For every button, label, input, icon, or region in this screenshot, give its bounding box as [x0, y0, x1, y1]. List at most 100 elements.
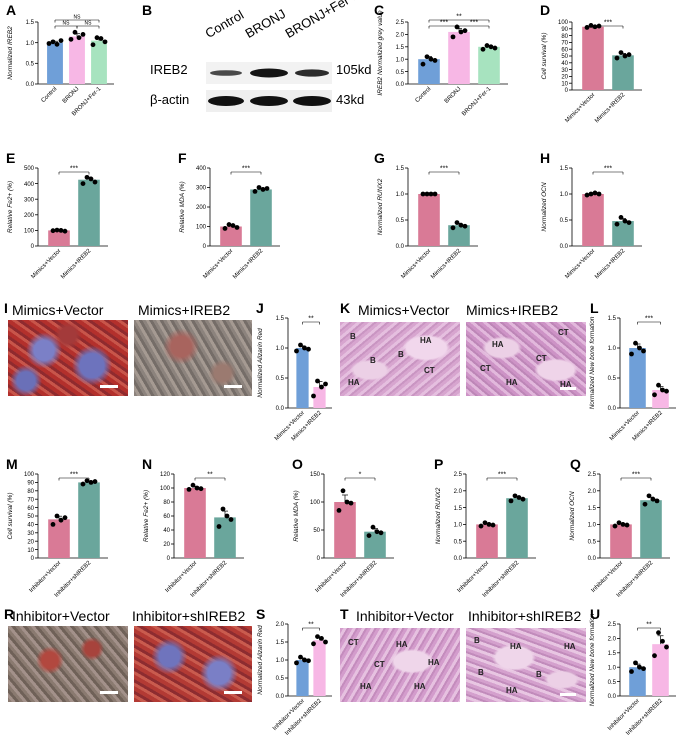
scale-bar	[224, 385, 242, 388]
y-tick-label: 0.0	[608, 406, 617, 412]
data-point	[62, 515, 68, 521]
y-tick-label: 2.5	[454, 472, 463, 478]
y-axis-label: Cell survival (%)	[541, 33, 548, 80]
bar	[448, 225, 470, 246]
x-tick-label: Mimics+Vector	[30, 248, 62, 280]
significance-label: ***	[498, 472, 506, 479]
bar	[69, 36, 85, 84]
photo-title: Mimics+Vector	[12, 302, 104, 318]
y-tick-label: 0.5	[588, 539, 597, 545]
he-image-mimics-vector: B B HA B CT HA	[340, 322, 460, 396]
y-tick-label: 80	[163, 500, 170, 506]
y-tick-label: 2.5	[588, 472, 597, 478]
y-axis-label: Normalized IREB2	[7, 26, 14, 80]
bar	[448, 31, 470, 85]
data-point	[664, 388, 669, 394]
significance-label: NS	[63, 21, 71, 27]
y-tick-label: 1.0	[396, 57, 405, 63]
he-image-inhibitor-vector: CT HA CT HA HA HA	[340, 628, 460, 702]
data-point	[298, 654, 303, 660]
data-point	[652, 653, 657, 659]
data-point	[614, 221, 620, 227]
tissue-label: B	[536, 670, 542, 679]
panel-label-m: M	[6, 456, 18, 472]
y-tick-label: 400	[24, 182, 35, 188]
scale-bar	[100, 691, 118, 694]
y-axis-label: Normalized OCN	[569, 491, 576, 540]
blot-protein-label: IREB2	[150, 62, 188, 77]
data-point	[424, 191, 430, 197]
y-tick-label: 1.0	[454, 523, 463, 529]
y-tick-label: 2.0	[454, 489, 463, 495]
data-point	[50, 522, 56, 527]
y-tick-label: 1.5	[454, 506, 463, 512]
data-point	[642, 501, 648, 507]
tissue-label: HA	[360, 682, 372, 691]
y-tick-label: 10	[27, 548, 34, 554]
data-point	[660, 387, 665, 393]
data-point	[315, 634, 320, 639]
data-point	[92, 179, 98, 185]
data-point	[641, 348, 646, 354]
x-tick-label: Mimics+Vector	[274, 410, 306, 442]
chart-p: Normalized RUNX2 0.0 0.5 1.0 1.5 2.0 2.5 Inhibi…	[435, 472, 536, 599]
tissue-label: HA	[506, 686, 518, 695]
tissue-label: HA	[396, 640, 408, 649]
data-point	[94, 35, 100, 41]
data-point	[190, 482, 196, 488]
western-blot: Control BRONJ BRONJ+Fer-1 IREB2 β-actin …	[150, 0, 372, 118]
data-point	[88, 176, 94, 182]
data-point	[650, 496, 656, 502]
y-tick-label: 20	[163, 542, 170, 548]
data-point	[626, 52, 632, 58]
significance-label: ***	[470, 20, 478, 27]
scale-bar	[100, 385, 118, 388]
bar	[612, 221, 634, 246]
bar	[629, 348, 646, 408]
y-tick-label: 2.0	[608, 637, 617, 643]
y-tick-label: 0.5	[26, 62, 35, 68]
panel-label-c: C	[374, 2, 385, 18]
y-tick-label: 1.5	[276, 316, 285, 322]
y-tick-label: 200	[196, 205, 207, 211]
panel-label-q: Q	[570, 456, 581, 472]
data-point	[660, 638, 665, 644]
data-point	[260, 187, 266, 192]
bar	[334, 502, 356, 558]
data-point	[596, 191, 602, 197]
y-tick-label: 0.5	[396, 70, 405, 76]
photo-title: Inhibitor+shIREB2	[468, 608, 582, 624]
chart-f: Relative MDA (%) 0 100 200 300 400 Mimics+Vect…	[179, 166, 280, 280]
x-tick-label: Mimics+Vector	[400, 248, 432, 280]
y-tick-label: 60	[163, 514, 170, 520]
significance-label: ***	[440, 166, 448, 173]
alizarin-red-image-inhibitor-shireb2	[134, 626, 252, 702]
data-point	[428, 56, 434, 62]
bar	[220, 226, 242, 246]
tissue-label: HA	[564, 642, 576, 651]
he-image-inhibitor-shireb2: B HA HA B B HA	[466, 628, 586, 702]
x-tick-label: BRONJ+Fer-1	[461, 86, 493, 118]
data-point	[486, 522, 492, 527]
photo-title: Mimics+Vector	[358, 302, 450, 318]
tissue-label: B	[370, 356, 376, 365]
y-tick-label: 20	[27, 539, 34, 545]
panel-label-e: E	[6, 150, 16, 166]
y-tick-label: 100	[310, 500, 321, 506]
y-tick-label: 0	[31, 556, 35, 562]
scale-bar	[560, 387, 576, 390]
significance-label: NS	[74, 15, 82, 21]
y-tick-label: 0.5	[276, 376, 285, 382]
y-axis-label: Normalized RUNX2	[377, 178, 384, 235]
chart-h: Normalized OCN 0.0 0.5 1.0 1.5 Mimics+VectorM…	[541, 166, 642, 280]
y-tick-label: 90	[561, 27, 568, 33]
data-point	[492, 45, 498, 51]
y-tick-label: 2.0	[396, 33, 405, 39]
data-point	[420, 61, 426, 67]
significance-label: ***	[440, 20, 448, 27]
data-point	[633, 660, 638, 666]
y-tick-label: 0.5	[396, 218, 405, 224]
bar	[48, 519, 70, 558]
y-tick-label: 150	[310, 472, 321, 478]
y-axis-label: Relative Fe2+ (%)	[143, 490, 150, 542]
